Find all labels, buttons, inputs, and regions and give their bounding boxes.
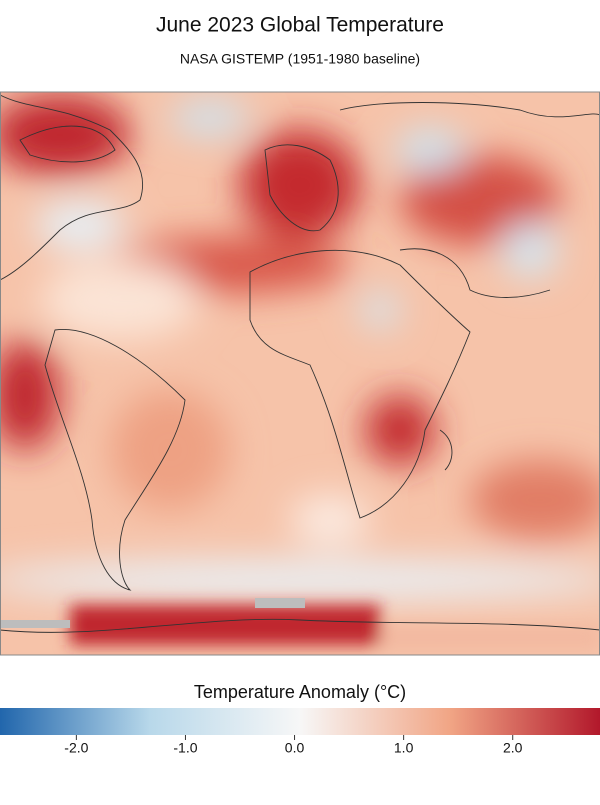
colorbar-ticks: -2.0 -1.0 0.0 1.0 2.0: [64, 735, 523, 756]
map: [0, 92, 600, 655]
tick-label: 0.0: [285, 740, 305, 756]
colorbar-label: Temperature Anomaly (°C): [194, 682, 406, 702]
colorbar: [0, 708, 600, 735]
tick-label: 1.0: [394, 740, 414, 756]
tick-label: 2.0: [503, 740, 523, 756]
title: June 2023 Global Temperature: [156, 14, 444, 37]
subtitle: NASA GISTEMP (1951-1980 baseline): [180, 51, 420, 67]
tick-label: -1.0: [173, 740, 197, 756]
tick-label: -2.0: [64, 740, 88, 756]
